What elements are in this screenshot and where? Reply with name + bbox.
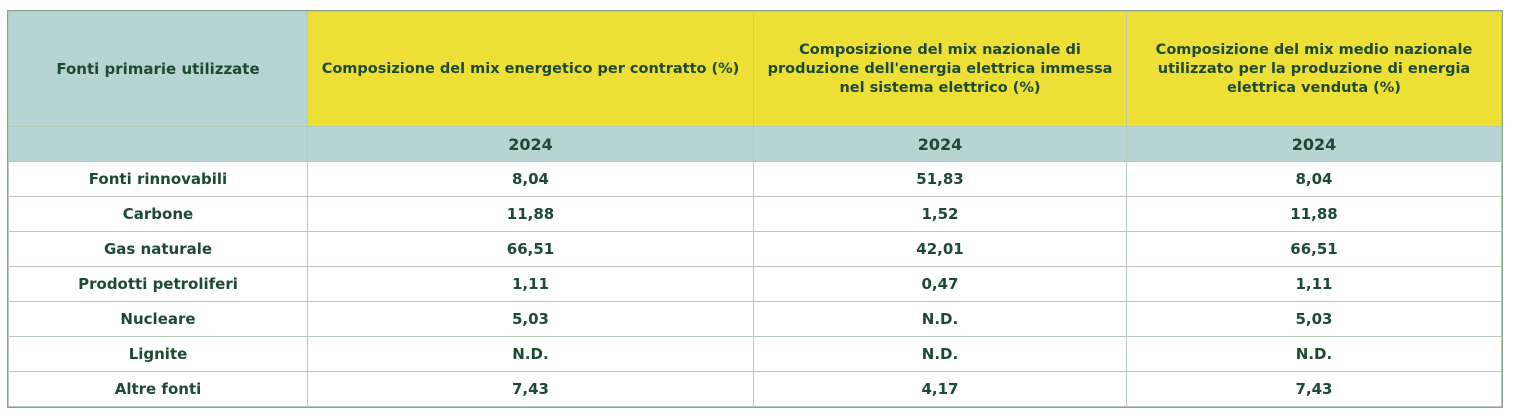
value-cell-nazionale: 0,47 [753, 266, 1127, 302]
value-cell-medio: 5,03 [1126, 301, 1502, 337]
source-cell: Nucleare [8, 301, 308, 337]
year-cell-nazionale: 2024 [753, 126, 1127, 162]
energy-mix-table: Fonti primarie utilizzate Composizione d… [7, 10, 1503, 408]
value-cell-medio: 66,51 [1126, 231, 1502, 267]
value-cell-medio: 8,04 [1126, 161, 1502, 197]
year-blank-cell [8, 126, 308, 162]
year-row: 2024 2024 2024 [8, 126, 1502, 162]
value-cell-medio: N.D. [1126, 336, 1502, 372]
source-cell: Fonti rinnovabili [8, 161, 308, 197]
header-mix-nazionale: Composizione del mix nazionale di produz… [753, 11, 1127, 127]
header-row: Fonti primarie utilizzate Composizione d… [8, 11, 1502, 127]
value-cell-contratto: N.D. [307, 336, 754, 372]
table-row: Nucleare 5,03 N.D. 5,03 [8, 301, 1502, 337]
value-cell-medio: 11,88 [1126, 196, 1502, 232]
table-row: Prodotti petroliferi 1,11 0,47 1,11 [8, 266, 1502, 302]
header-mix-medio: Composizione del mix medio nazionale uti… [1126, 11, 1502, 127]
value-cell-nazionale: 51,83 [753, 161, 1127, 197]
value-cell-nazionale: 1,52 [753, 196, 1127, 232]
source-cell: Gas naturale [8, 231, 308, 267]
table-row: Lignite N.D. N.D. N.D. [8, 336, 1502, 372]
header-mix-contratto: Composizione del mix energetico per cont… [307, 11, 754, 127]
value-cell-nazionale: N.D. [753, 301, 1127, 337]
table-row: Gas naturale 66,51 42,01 66,51 [8, 231, 1502, 267]
header-source-cell: Fonti primarie utilizzate [8, 11, 308, 127]
source-cell: Lignite [8, 336, 308, 372]
value-cell-contratto: 1,11 [307, 266, 754, 302]
value-cell-contratto: 66,51 [307, 231, 754, 267]
value-cell-medio: 7,43 [1126, 371, 1502, 407]
year-cell-contratto: 2024 [307, 126, 754, 162]
value-cell-nazionale: N.D. [753, 336, 1127, 372]
table-row: Fonti rinnovabili 8,04 51,83 8,04 [8, 161, 1502, 197]
table-row: Carbone 11,88 1,52 11,88 [8, 196, 1502, 232]
value-cell-medio: 1,11 [1126, 266, 1502, 302]
value-cell-nazionale: 42,01 [753, 231, 1127, 267]
value-cell-contratto: 5,03 [307, 301, 754, 337]
value-cell-contratto: 7,43 [307, 371, 754, 407]
value-cell-contratto: 11,88 [307, 196, 754, 232]
value-cell-nazionale: 4,17 [753, 371, 1127, 407]
year-cell-medio: 2024 [1126, 126, 1502, 162]
source-cell: Carbone [8, 196, 308, 232]
value-cell-contratto: 8,04 [307, 161, 754, 197]
source-cell: Prodotti petroliferi [8, 266, 308, 302]
source-cell: Altre fonti [8, 371, 308, 407]
table-row: Altre fonti 7,43 4,17 7,43 [8, 371, 1502, 407]
